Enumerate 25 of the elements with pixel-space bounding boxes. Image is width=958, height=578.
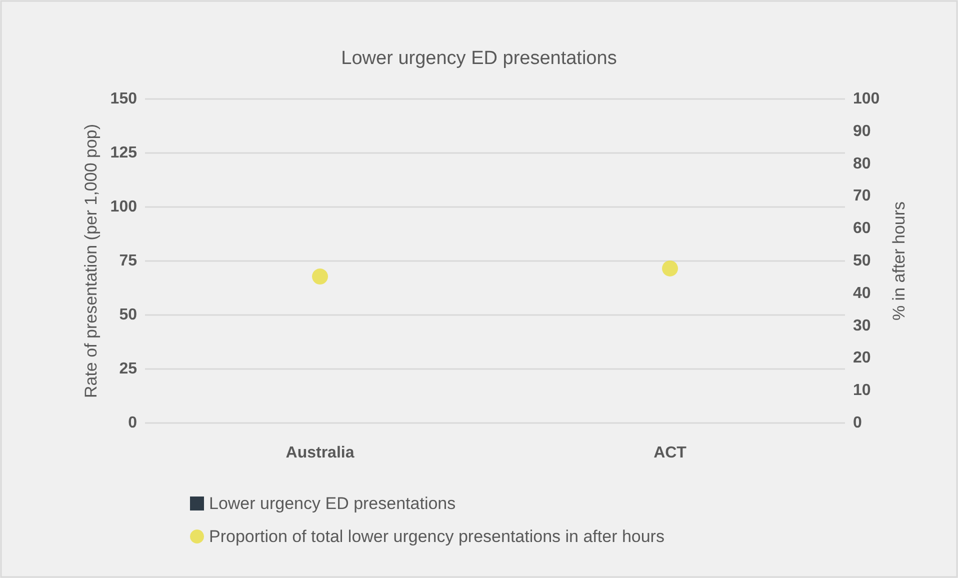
y2-tick-label: 100 — [853, 90, 880, 108]
legend-label: Lower urgency ED presentations — [209, 494, 456, 513]
y-tick-label: 100 — [110, 198, 138, 216]
y2-tick-label: 20 — [853, 350, 871, 367]
chart-title: Lower urgency ED presentations — [341, 48, 617, 69]
y-axis-title: Rate of presentation (per 1,000 pop) — [81, 124, 100, 398]
y2-tick-label: 40 — [853, 284, 871, 302]
y-tick-label: 25 — [119, 360, 138, 378]
y2-tick-label: 90 — [853, 122, 871, 140]
y2-tick-label: 70 — [853, 188, 871, 205]
y-tick-label: 150 — [110, 90, 138, 108]
y-tick-label: 0 — [128, 414, 138, 432]
y-tick-label: 50 — [119, 306, 138, 324]
y2-tick-label: 0 — [853, 414, 862, 432]
y2-tick-label: 30 — [853, 317, 871, 334]
legend-label: Proportion of total lower urgency presentations in after hours — [209, 527, 664, 546]
y2-tick-label: 80 — [853, 155, 871, 172]
y2-tick-label: 60 — [853, 220, 871, 238]
y2-tick-label: 50 — [853, 252, 871, 270]
y-tick-label: 75 — [119, 252, 138, 270]
x-tick-label: Australia — [286, 444, 354, 462]
x-tick-label: ACT — [654, 444, 687, 462]
y2-tick-label: 10 — [853, 382, 871, 400]
y2-axis-title: % in after hours — [890, 201, 909, 321]
y-tick-label: 125 — [110, 144, 138, 162]
